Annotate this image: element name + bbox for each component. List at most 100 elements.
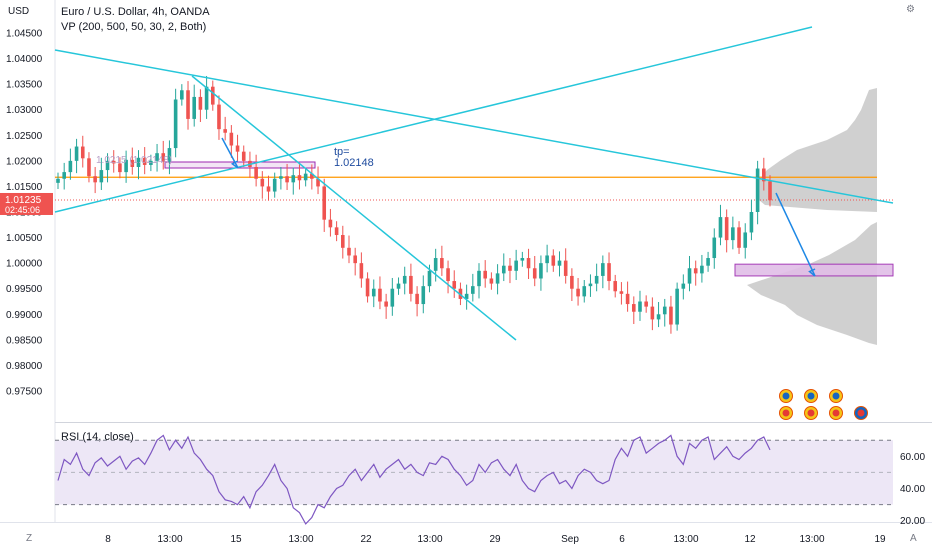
economic-event-flag-icon bbox=[832, 409, 840, 417]
auto-scale-a-button[interactable]: A bbox=[910, 533, 917, 544]
candle-body bbox=[124, 159, 128, 173]
candle-body bbox=[749, 212, 754, 233]
volume-profile-upper bbox=[757, 88, 877, 212]
chart-legend: Euro / U.S. Dollar, 4h, OANDA VP (200, 5… bbox=[61, 5, 210, 35]
candle-body bbox=[229, 132, 234, 146]
zoom-z-button[interactable]: Z bbox=[26, 533, 33, 544]
candle-body bbox=[557, 260, 562, 266]
trendline-ascending[interactable] bbox=[54, 26, 813, 213]
candle-body bbox=[266, 186, 271, 192]
trendline-descending-long[interactable] bbox=[54, 49, 894, 204]
price-tick-label: 1.01500 bbox=[6, 182, 43, 193]
candle-body bbox=[483, 270, 487, 279]
price-tick-label: 0.98000 bbox=[6, 361, 43, 372]
time-tick-label: 13:00 bbox=[417, 534, 442, 545]
price-tick-label: 1.02000 bbox=[6, 156, 43, 167]
price-tick-label: 0.98500 bbox=[6, 335, 43, 346]
candle-body bbox=[601, 263, 605, 276]
candle-body bbox=[390, 288, 395, 307]
candle-body bbox=[489, 278, 494, 284]
arrow-left-head bbox=[230, 160, 239, 169]
candle-body bbox=[731, 227, 735, 241]
candle-body bbox=[712, 237, 717, 259]
price-tick-label: 1.04000 bbox=[6, 54, 43, 65]
candle-body bbox=[762, 168, 766, 182]
price-badge-value: 1.01235 bbox=[5, 195, 42, 206]
candle-body bbox=[768, 181, 772, 201]
economic-event-flag-icon bbox=[782, 392, 790, 400]
candle-body bbox=[74, 146, 79, 161]
candle-body bbox=[409, 275, 413, 294]
candle-body bbox=[341, 235, 345, 248]
candle-body bbox=[675, 288, 679, 325]
candle-body bbox=[464, 293, 469, 299]
candle-body bbox=[365, 278, 370, 297]
candle-body bbox=[563, 260, 568, 276]
candle-body bbox=[198, 96, 203, 110]
candle-body bbox=[582, 286, 587, 297]
candle-body bbox=[56, 178, 60, 183]
time-tick-label: 29 bbox=[489, 534, 501, 545]
candle-body bbox=[297, 175, 302, 181]
candle-body bbox=[495, 273, 500, 284]
candle-body bbox=[421, 286, 426, 305]
candle-body bbox=[501, 265, 506, 274]
candle-body bbox=[186, 90, 190, 119]
candle-body bbox=[396, 283, 401, 289]
candle-body bbox=[62, 172, 66, 179]
time-tick-label: 13:00 bbox=[673, 534, 698, 545]
candle-body bbox=[155, 153, 159, 161]
candle-body bbox=[118, 163, 122, 173]
candle-body bbox=[607, 263, 611, 282]
currency-label: USD bbox=[8, 6, 29, 17]
economic-event-flag-icon bbox=[807, 392, 815, 400]
settings-gear-icon[interactable]: ⚙ bbox=[906, 4, 915, 15]
candle-body bbox=[687, 268, 692, 284]
volume-profile-lower bbox=[747, 222, 877, 345]
time-tick-label: 13:00 bbox=[157, 534, 182, 545]
time-tick-label: 12 bbox=[744, 534, 756, 545]
candle-body bbox=[631, 304, 636, 312]
time-tick-label: 8 bbox=[105, 534, 111, 545]
candle-body bbox=[539, 263, 543, 279]
candle-body bbox=[371, 288, 376, 297]
candle-body bbox=[291, 175, 296, 183]
candle-body bbox=[656, 314, 661, 320]
price-tick-label: 1.02500 bbox=[6, 131, 43, 142]
candle-body bbox=[272, 178, 277, 192]
candle-body bbox=[526, 258, 531, 269]
price-tick-label: 1.03500 bbox=[6, 80, 43, 91]
candle-body bbox=[613, 281, 618, 292]
economic-event-flag-icon bbox=[807, 409, 815, 417]
candle-body bbox=[477, 270, 481, 287]
candle-body bbox=[681, 283, 686, 289]
candle-body bbox=[545, 255, 549, 264]
candle-body bbox=[638, 301, 642, 312]
candle-body bbox=[551, 255, 556, 266]
price-tick-label: 1.00000 bbox=[6, 259, 43, 270]
arrow-right-head bbox=[808, 268, 816, 277]
rsi-tick-label: 40.00 bbox=[900, 484, 925, 495]
candle-body bbox=[415, 293, 419, 305]
rsi-line bbox=[57, 434, 771, 525]
time-tick-label: 22 bbox=[360, 534, 372, 545]
price-badge-countdown: 02:45:06 bbox=[5, 205, 40, 215]
trendline-descending-steep[interactable] bbox=[191, 75, 517, 341]
candle-body bbox=[173, 99, 178, 149]
candle-body bbox=[347, 247, 351, 256]
candle-body bbox=[378, 288, 382, 302]
symbol-title: Euro / U.S. Dollar, 4h, OANDA bbox=[61, 6, 210, 18]
price-tick-label: 0.99500 bbox=[6, 284, 43, 295]
tp-zone-box[interactable] bbox=[164, 161, 316, 169]
candle-body bbox=[471, 286, 475, 294]
candle-body bbox=[204, 86, 209, 110]
candle-body bbox=[99, 170, 104, 183]
candle-body bbox=[93, 176, 97, 183]
candle-body bbox=[180, 90, 184, 100]
candle-body bbox=[576, 288, 580, 297]
price-badge bbox=[0, 192, 53, 215]
candle-body bbox=[724, 217, 729, 241]
economic-event-flag-icon bbox=[832, 392, 840, 400]
